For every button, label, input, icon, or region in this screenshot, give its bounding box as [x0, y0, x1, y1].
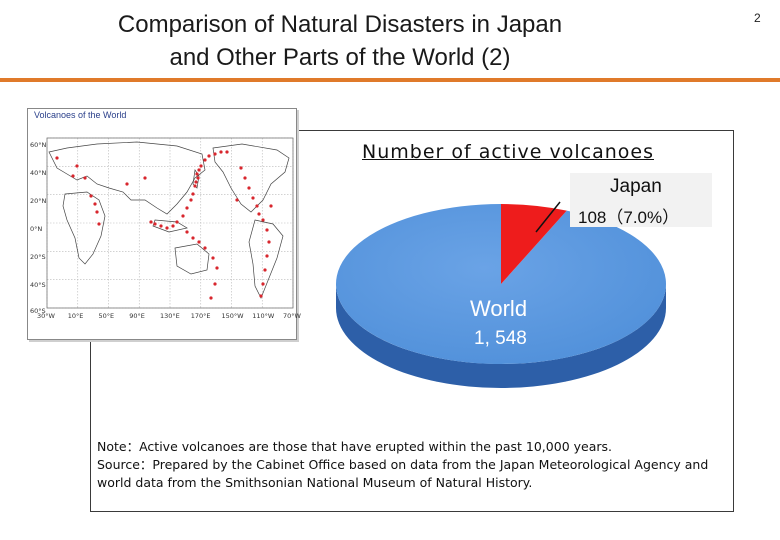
volcano-world-map — [27, 108, 297, 340]
map-lat-label: 60°S — [30, 307, 46, 315]
map-lon-label: 150°W — [221, 312, 244, 320]
world-slice-value: 1, 548 — [474, 328, 527, 349]
map-lon-label: 30°W — [37, 312, 55, 320]
map-lon-label: 10°E — [67, 312, 84, 320]
title-divider — [0, 78, 780, 82]
map-lon-label: 110°W — [252, 312, 275, 320]
map-lon-label: 70°W — [283, 312, 301, 320]
map-continent-north-america — [212, 143, 290, 213]
map-lon-label: 50°E — [98, 312, 115, 320]
japan-slice-label: Japan — [610, 176, 662, 197]
chart-title: Number of active volcanoes — [362, 141, 654, 163]
map-lat-label: 60°N — [30, 141, 47, 149]
note-line-3: world data from the Smithsonian National… — [97, 475, 533, 490]
japan-slice-value: 108（7.0%） — [578, 208, 680, 227]
volcano-map-graphic — [46, 137, 294, 309]
map-island-indonesia — [152, 219, 188, 233]
volcano-dots — [55, 150, 273, 300]
japan-leader-line — [535, 201, 561, 233]
map-continent-europe-asia — [48, 141, 206, 215]
chart-notes: Note：Active volcanoes are those that hav… — [97, 438, 733, 492]
map-title: Volcanoes of the World — [34, 110, 127, 120]
note-line-1: Note：Active volcanoes are those that hav… — [97, 439, 612, 454]
map-lon-label: 90°E — [129, 312, 145, 320]
map-lat-label: 20°S — [30, 253, 46, 261]
map-continent-australia — [174, 243, 210, 275]
world-slice-label: World — [470, 296, 528, 321]
map-lon-label: 170°E — [190, 312, 211, 320]
map-lat-label: 40°N — [30, 169, 47, 177]
map-lat-label: 0°N — [30, 225, 43, 233]
map-lon-label: 130°E — [160, 312, 180, 320]
japan-label-box — [570, 173, 712, 227]
slide-title-line-1: Comparison of Natural Disasters in Japan — [117, 11, 563, 38]
pie-side-wall — [336, 284, 666, 388]
page-number: 2 — [754, 11, 761, 25]
note-line-2: Source：Prepared by the Cabinet Office ba… — [97, 457, 709, 472]
map-lat-label: 20°N — [30, 197, 47, 205]
map-grid — [46, 137, 294, 309]
map-continent-south-america — [248, 219, 284, 299]
map-lat-label: 40°S — [30, 281, 46, 289]
map-continent-africa — [62, 191, 106, 265]
slide-title: Comparison of Natural Disasters in Japan… — [70, 8, 610, 74]
pie-slice-japan — [501, 204, 567, 284]
slide-title-line-2: and Other Parts of the World (2) — [169, 44, 511, 71]
